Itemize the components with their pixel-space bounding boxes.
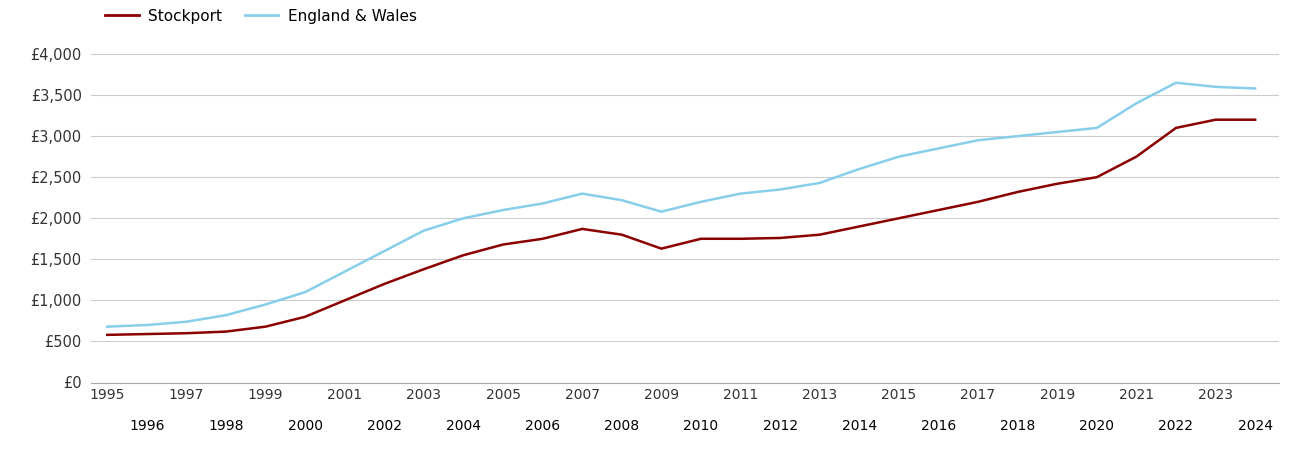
Stockport: [930, 207, 946, 213]
Stockport: [495, 242, 510, 247]
England & Wales: [891, 154, 907, 159]
England & Wales: [773, 187, 788, 192]
Stockport: [1248, 117, 1263, 122]
England & Wales: [613, 198, 629, 203]
Stockport: [891, 216, 907, 221]
England & Wales: [138, 322, 154, 328]
Stockport: [376, 281, 392, 287]
England & Wales: [298, 289, 313, 295]
England & Wales: [416, 228, 432, 233]
England & Wales: [693, 199, 709, 204]
Stockport: [812, 232, 827, 237]
England & Wales: [1088, 125, 1104, 130]
Stockport: [613, 232, 629, 237]
Stockport: [693, 236, 709, 242]
Legend: Stockport, England & Wales: Stockport, England & Wales: [99, 3, 423, 30]
England & Wales: [851, 166, 867, 171]
England & Wales: [732, 191, 748, 196]
Stockport: [455, 252, 471, 258]
Stockport: [1207, 117, 1223, 122]
Stockport: [298, 314, 313, 319]
England & Wales: [455, 216, 471, 221]
England & Wales: [495, 207, 510, 213]
Stockport: [654, 246, 669, 252]
England & Wales: [218, 312, 234, 318]
England & Wales: [1129, 100, 1144, 106]
England & Wales: [1010, 133, 1026, 139]
England & Wales: [1168, 80, 1184, 86]
Stockport: [1010, 189, 1026, 195]
Stockport: [1129, 154, 1144, 159]
Stockport: [773, 235, 788, 241]
England & Wales: [654, 209, 669, 214]
Stockport: [257, 324, 273, 329]
England & Wales: [1049, 129, 1065, 135]
Line: England & Wales: England & Wales: [107, 83, 1255, 327]
England & Wales: [1207, 84, 1223, 90]
Stockport: [970, 199, 985, 204]
England & Wales: [257, 302, 273, 307]
Stockport: [138, 331, 154, 337]
England & Wales: [930, 146, 946, 151]
Stockport: [1049, 181, 1065, 186]
Line: Stockport: Stockport: [107, 120, 1255, 335]
England & Wales: [337, 269, 352, 274]
Stockport: [574, 226, 590, 232]
England & Wales: [574, 191, 590, 196]
England & Wales: [1248, 86, 1263, 91]
England & Wales: [970, 138, 985, 143]
Stockport: [416, 266, 432, 272]
Stockport: [1168, 125, 1184, 130]
Stockport: [99, 332, 115, 338]
England & Wales: [376, 248, 392, 254]
Stockport: [535, 236, 551, 242]
Stockport: [851, 224, 867, 229]
Stockport: [337, 298, 352, 303]
England & Wales: [99, 324, 115, 329]
Stockport: [732, 236, 748, 242]
Stockport: [179, 330, 194, 336]
England & Wales: [179, 319, 194, 324]
England & Wales: [535, 201, 551, 206]
England & Wales: [812, 180, 827, 186]
Stockport: [218, 329, 234, 334]
Stockport: [1088, 175, 1104, 180]
